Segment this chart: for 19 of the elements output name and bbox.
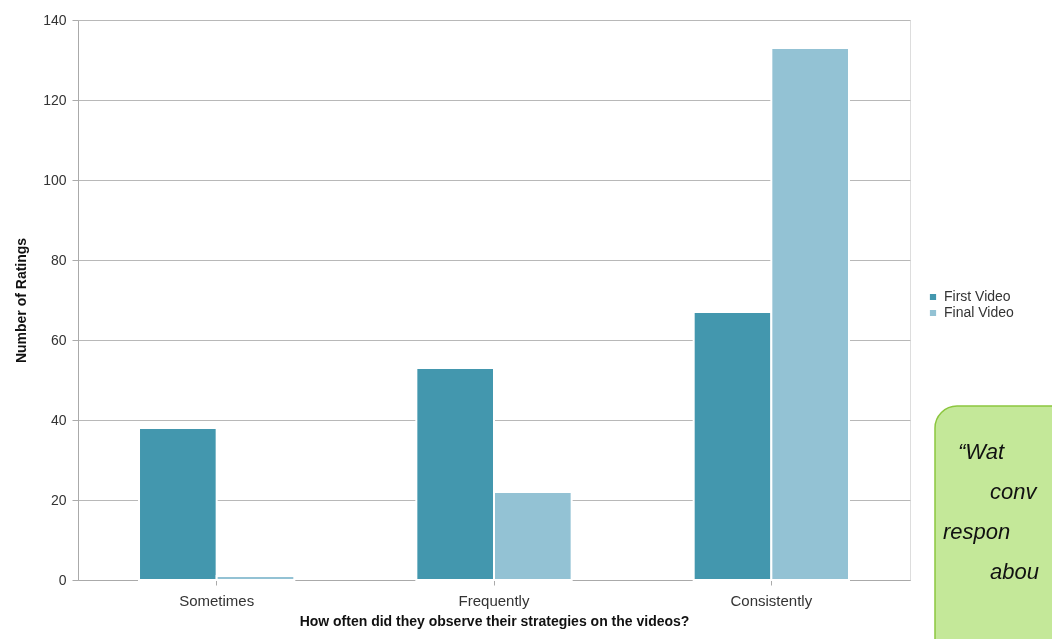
y-tick-label: 0 <box>58 571 67 588</box>
y-tick-label: 40 <box>50 411 67 428</box>
y-tick-label: 20 <box>50 491 67 508</box>
y-tick-label: 140 <box>43 11 67 28</box>
text: conv <box>990 479 1039 504</box>
x-tick-label: Sometimes <box>179 591 255 609</box>
y-tick-label: 60 <box>50 331 67 348</box>
legend-label: Final Video <box>944 304 1014 320</box>
y-tick-label: 100 <box>43 171 67 188</box>
y-axis-title: Number of Ratings <box>13 237 30 364</box>
y-tick-label: 120 <box>43 91 67 108</box>
y-tick-label: 80 <box>50 251 67 268</box>
x-tick-label: Frequently <box>458 591 530 609</box>
x-axis-title: How often did they observe their strategies on the videos? <box>299 612 690 629</box>
legend-label: First Video <box>944 288 1011 304</box>
text: abou <box>990 559 1039 584</box>
text: “Wat <box>958 439 1005 464</box>
x-tick-label: Consistently <box>730 591 813 609</box>
text: respon <box>943 519 1011 544</box>
